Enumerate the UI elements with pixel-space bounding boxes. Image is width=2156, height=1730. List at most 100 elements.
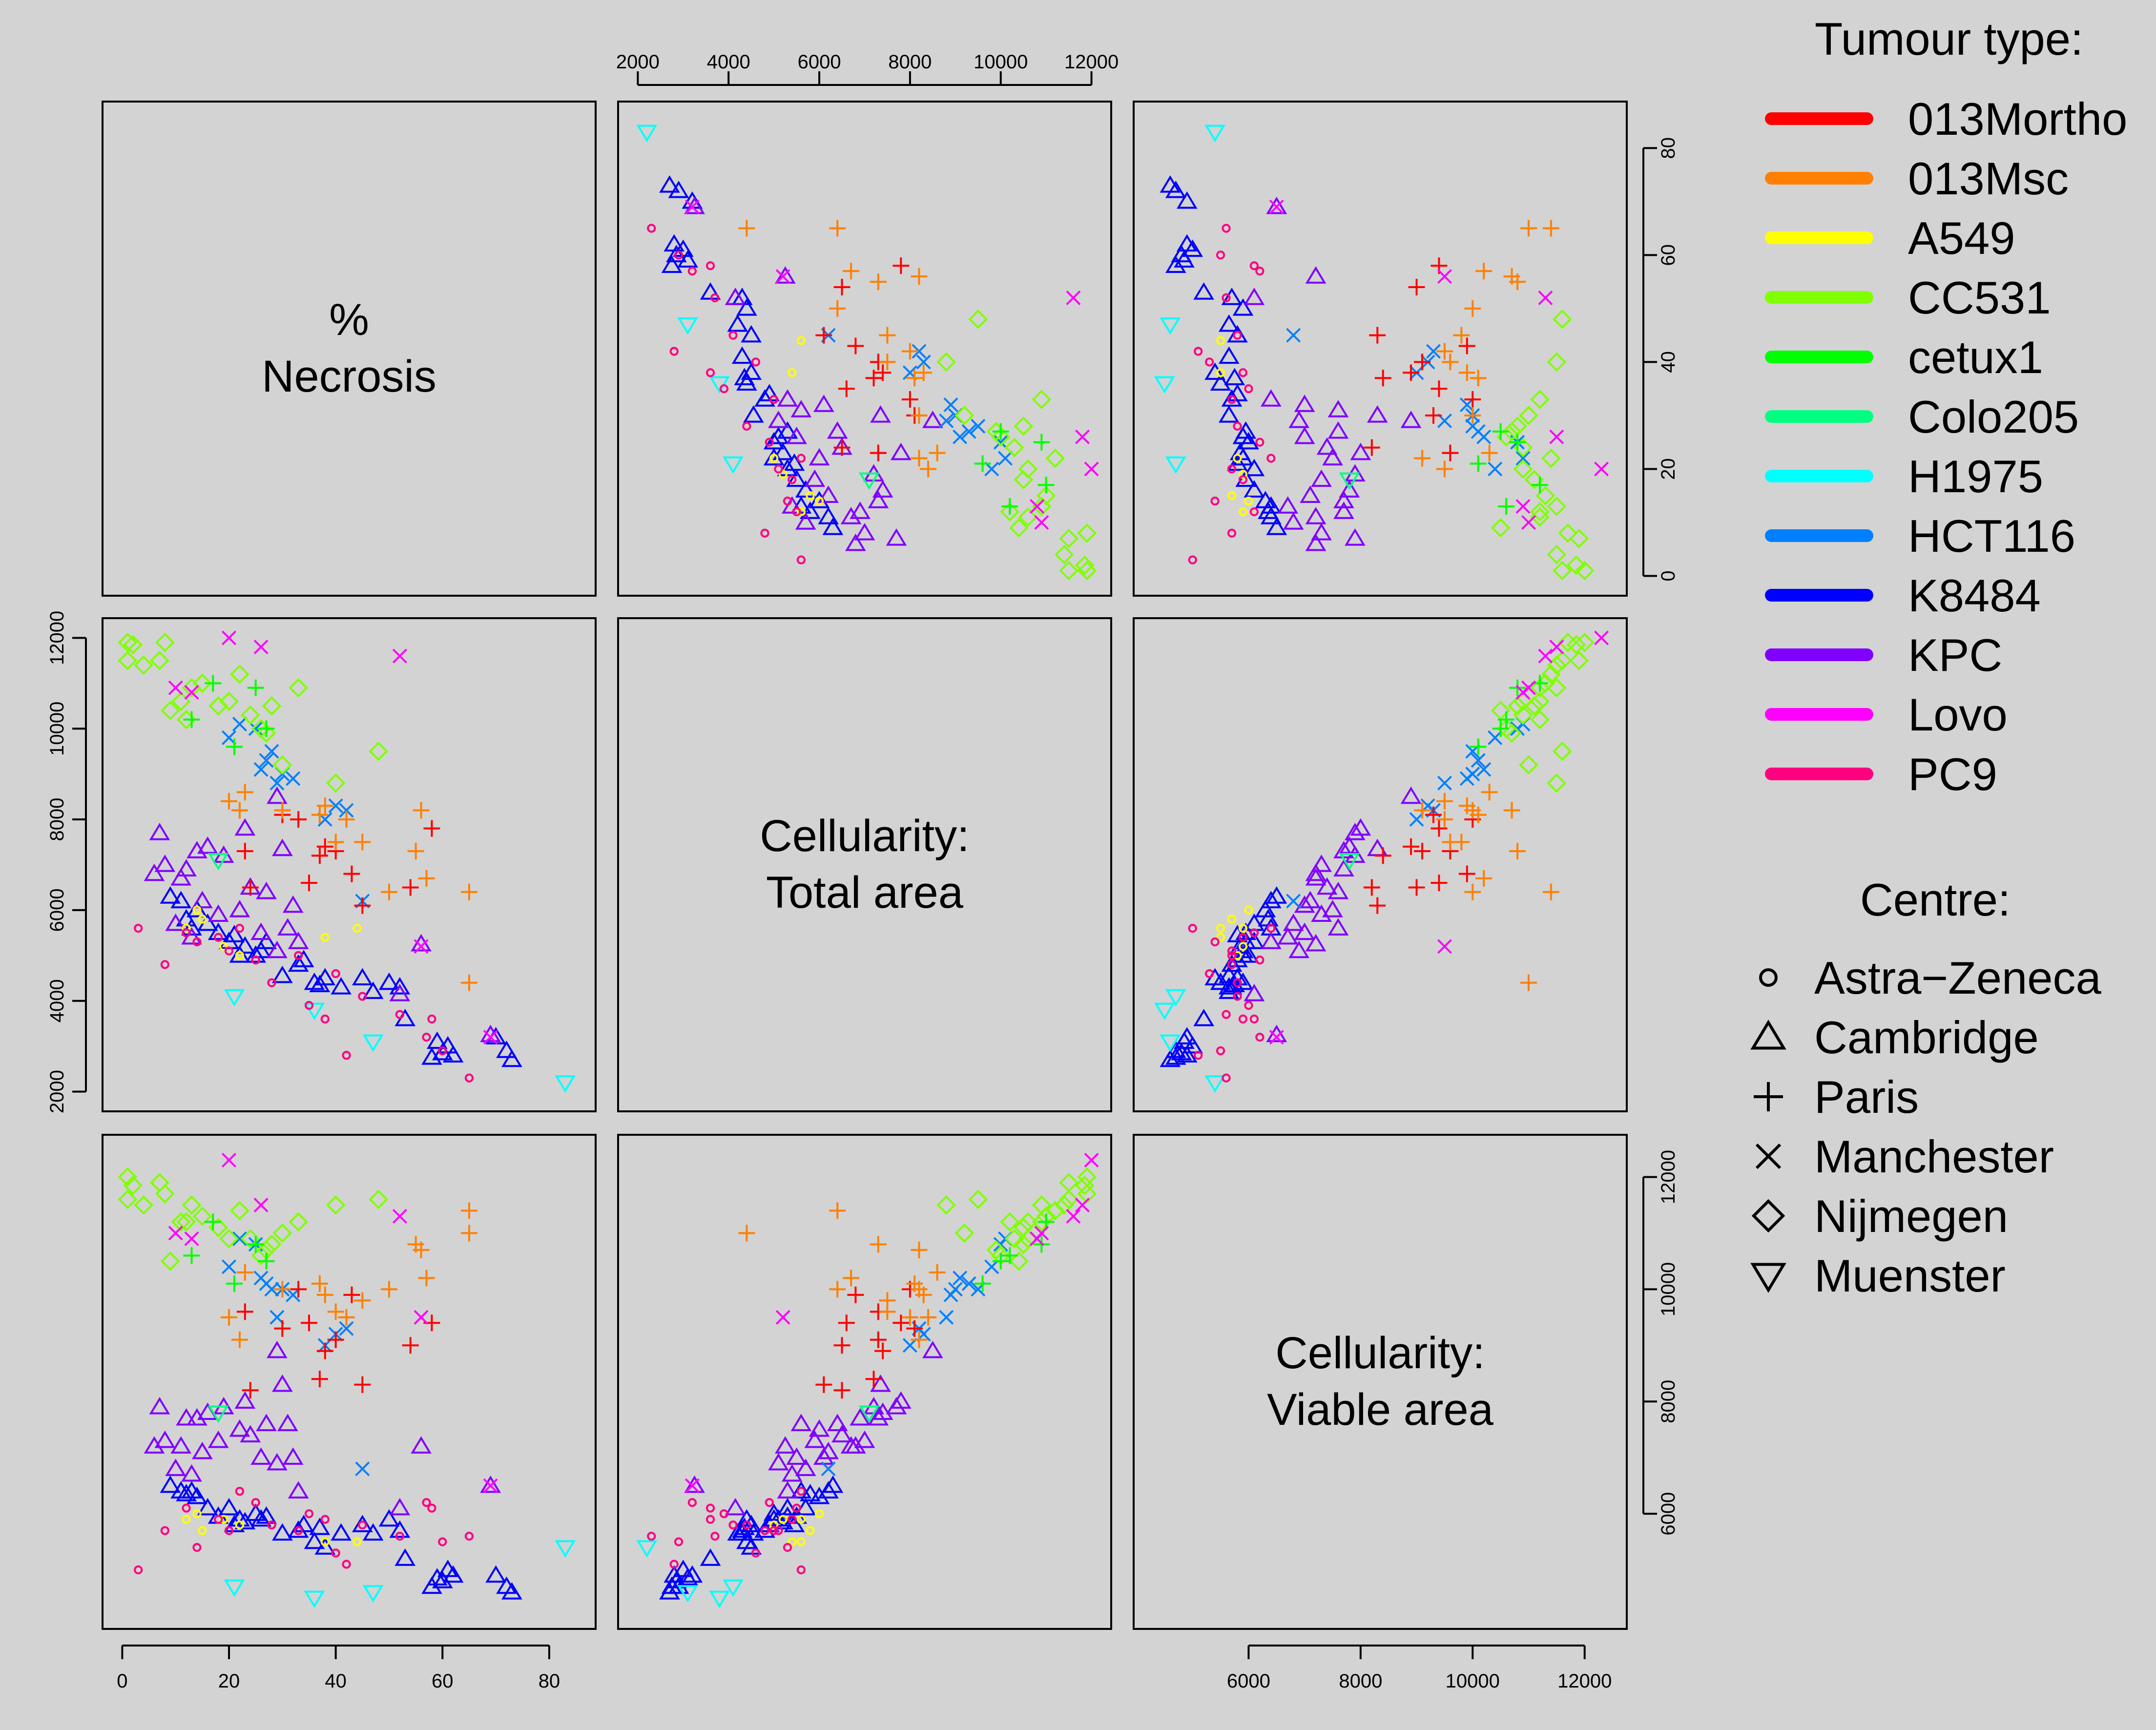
x-tick-label-top-1-12000: 12000 <box>1064 51 1119 73</box>
data-point-0-1-132 <box>796 336 806 345</box>
data-point-0-1-43 <box>890 442 912 460</box>
data-point-0-2-92 <box>1436 343 1453 360</box>
data-point-1-0-158 <box>214 933 223 942</box>
data-point-0-2-161 <box>1188 555 1197 564</box>
data-point-1-0-151 <box>342 1051 351 1060</box>
data-point-2-0-90 <box>380 1281 397 1298</box>
data-point-0-1-158 <box>788 475 797 484</box>
data-point-0-1-101 <box>936 352 956 372</box>
data-point-1-0-70 <box>248 721 263 736</box>
centre-legend-label-3: Manchester <box>1814 1131 2054 1182</box>
data-point-2-0-96 <box>274 1281 291 1298</box>
data-point-2-1-110 <box>1014 1218 1034 1237</box>
data-point-2-0-141 <box>392 1209 407 1224</box>
data-point-0-1-52 <box>840 507 862 524</box>
data-point-0-2-141 <box>1538 290 1553 305</box>
data-point-2-0-127 <box>207 1405 229 1423</box>
data-point-0-1-12 <box>741 325 762 343</box>
data-point-0-1-53 <box>795 512 816 530</box>
data-point-0-2-157 <box>1227 464 1237 474</box>
data-point-1-0-100 <box>369 741 388 761</box>
data-point-2-1-132 <box>796 1537 806 1546</box>
data-point-0-1-136 <box>806 491 815 500</box>
data-point-0-1-71 <box>998 451 1013 466</box>
data-point-0-2-44 <box>1322 448 1343 466</box>
data-point-1-2-134 <box>1233 951 1242 960</box>
data-point-2-0-89 <box>413 1241 430 1258</box>
data-point-2-0-52 <box>170 1436 192 1454</box>
data-point-1-0-105 <box>256 723 276 743</box>
data-point-0-2-120 <box>1552 561 1572 581</box>
data-point-0-2-33 <box>1232 426 1254 444</box>
data-point-2-0-46 <box>207 1430 229 1448</box>
data-point-2-0-136 <box>198 1526 207 1535</box>
data-point-1-2-120 <box>1552 651 1572 670</box>
data-point-1-2-36 <box>1244 983 1265 1001</box>
data-point-2-1-46 <box>804 1430 826 1448</box>
data-point-2-1-54 <box>854 1430 875 1448</box>
data-point-0-1-46 <box>804 469 826 487</box>
data-point-0-2-17 <box>1218 405 1240 423</box>
data-point-0-2-101 <box>1547 352 1567 372</box>
data-point-0-2-160 <box>1227 528 1237 538</box>
data-point-0-1-107 <box>1004 438 1024 458</box>
data-point-2-1-42 <box>786 1447 808 1465</box>
data-point-1-2-157 <box>1227 946 1237 956</box>
data-point-2-0-163 <box>331 1548 340 1558</box>
data-point-2-1-58 <box>768 1453 789 1471</box>
panel-1-1 <box>617 617 1112 1112</box>
data-point-0-2-41 <box>1327 421 1349 439</box>
data-point-2-1-48 <box>818 1441 839 1459</box>
y-tick-label-right-0-60: 60 <box>1658 244 1679 266</box>
data-point-0-2-37 <box>1260 389 1282 407</box>
data-point-0-1-37 <box>777 389 798 407</box>
data-point-0-2-131 <box>1165 456 1186 474</box>
data-point-0-1-125 <box>1037 477 1055 494</box>
data-point-0-1-148 <box>687 267 697 276</box>
x-tick-label-bottom-0-40: 40 <box>325 1670 347 1692</box>
data-point-1-2-126 <box>1498 711 1515 728</box>
data-point-0-1-79 <box>865 370 882 387</box>
data-point-0-1-130 <box>709 376 730 394</box>
data-point-0-2-71 <box>1515 451 1531 466</box>
data-point-2-1-63 <box>902 1338 917 1353</box>
data-point-0-1-127 <box>858 472 880 490</box>
data-point-1-0-126 <box>183 711 200 728</box>
data-point-0-2-140 <box>1437 269 1452 284</box>
data-point-2-1-88 <box>870 1236 887 1253</box>
data-point-1-0-68 <box>259 753 274 768</box>
data-point-2-1-89 <box>911 1241 928 1258</box>
data-point-1-0-95 <box>316 797 333 814</box>
data-point-1-0-137 <box>192 905 202 915</box>
data-point-0-1-99 <box>920 460 937 478</box>
data-point-1-0-157 <box>224 946 234 956</box>
data-point-2-1-30 <box>822 1475 844 1493</box>
data-point-1-0-33 <box>250 940 272 959</box>
data-point-0-2-145 <box>1521 515 1536 530</box>
data-point-0-1-36 <box>725 288 746 305</box>
data-point-2-1-41 <box>827 1414 848 1431</box>
data-point-1-0-37 <box>288 932 309 949</box>
data-point-0-1-4 <box>672 239 694 257</box>
data-point-1-2-112 <box>1547 678 1567 698</box>
data-point-1-2-149 <box>1222 1010 1231 1019</box>
data-point-2-0-131 <box>224 1579 245 1597</box>
data-point-2-0-101 <box>326 1195 346 1215</box>
data-point-1-2-133 <box>1216 933 1225 942</box>
data-point-1-0-74 <box>402 879 419 896</box>
data-point-0-1-120 <box>1059 561 1078 581</box>
data-point-2-1-128 <box>636 1540 658 1558</box>
data-point-2-1-100 <box>968 1189 988 1209</box>
data-point-2-1-28 <box>800 1483 821 1501</box>
data-point-2-0-53 <box>165 1459 187 1476</box>
data-point-2-0-28 <box>176 1483 197 1501</box>
data-point-1-2-164 <box>1227 951 1237 960</box>
data-point-1-0-162 <box>427 1014 436 1024</box>
data-point-1-2-75 <box>1369 897 1386 914</box>
data-point-2-0-14 <box>309 1517 331 1535</box>
data-point-1-2-35 <box>1305 934 1327 952</box>
data-point-0-2-108 <box>1541 448 1561 468</box>
data-point-1-0-51 <box>176 859 197 877</box>
data-point-1-2-160 <box>1227 960 1237 969</box>
data-point-2-1-140 <box>775 1310 790 1325</box>
